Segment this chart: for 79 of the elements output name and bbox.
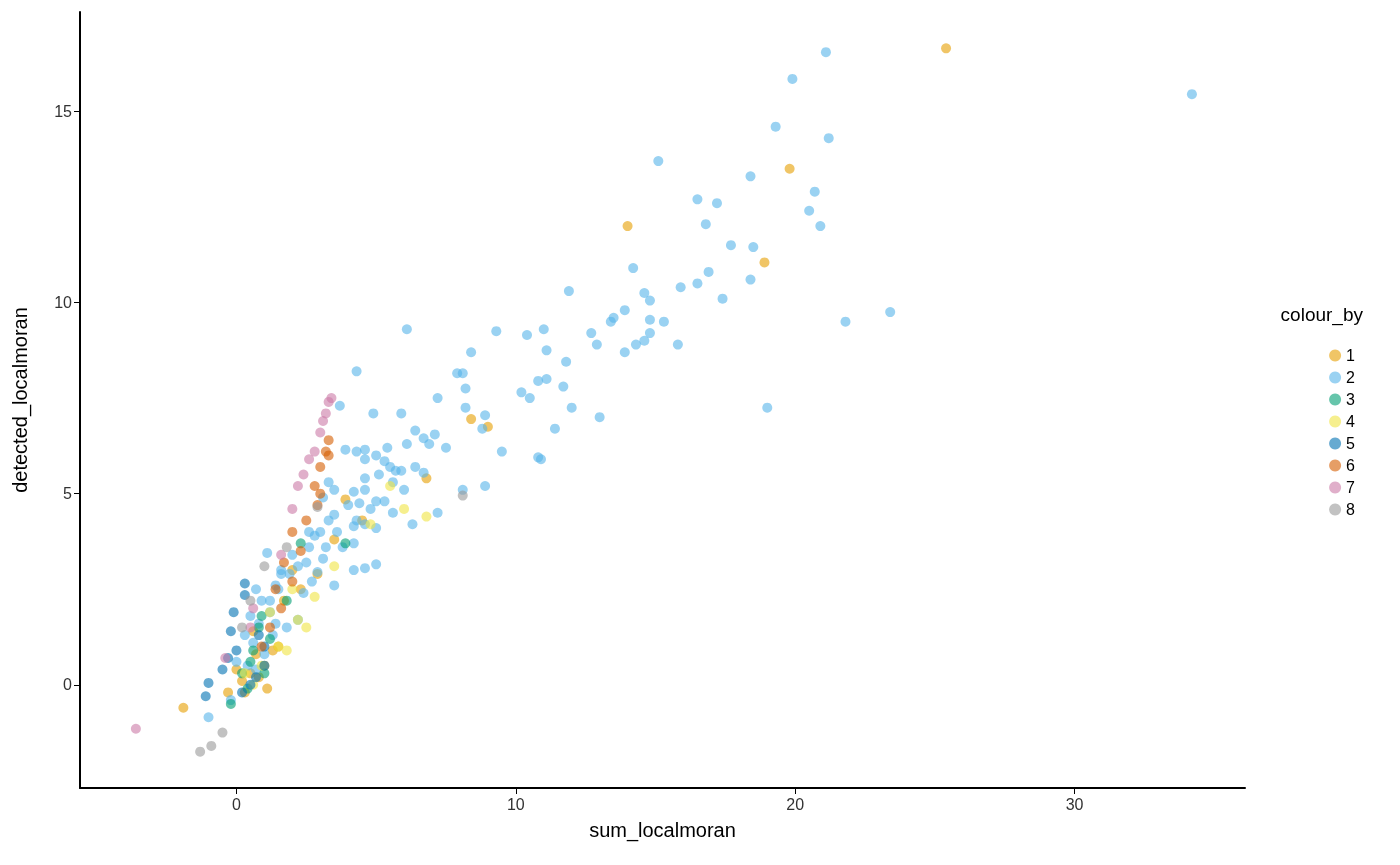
legend-label: 3 (1346, 391, 1356, 408)
legend-label: 1 (1346, 347, 1356, 364)
point (309, 591, 320, 602)
legend-label: 2 (1346, 369, 1356, 386)
point (262, 683, 273, 694)
y-tick-label: 5 (63, 485, 73, 503)
point (228, 607, 239, 618)
x-tick-label: 20 (786, 795, 805, 813)
x-tick-label: 0 (232, 795, 241, 813)
point (223, 687, 234, 698)
point (301, 622, 312, 633)
point (287, 576, 298, 587)
point (329, 534, 340, 545)
point (466, 414, 477, 425)
point (248, 645, 259, 656)
y-axis-title: detected_localmoran (9, 307, 32, 493)
point (421, 511, 432, 522)
point (298, 469, 309, 480)
point (276, 603, 287, 614)
point (217, 727, 228, 738)
legend-label: 7 (1346, 479, 1356, 496)
point (329, 561, 340, 572)
point (276, 549, 287, 560)
point (281, 542, 292, 553)
point (365, 519, 376, 530)
point (315, 461, 326, 472)
point (239, 578, 250, 589)
point (295, 546, 306, 556)
point (304, 454, 315, 465)
point (315, 488, 326, 499)
x-tick-label: 30 (1065, 795, 1084, 813)
point (784, 163, 795, 174)
point (320, 408, 331, 419)
point (237, 622, 248, 633)
legend-label: 8 (1346, 501, 1356, 518)
point (259, 561, 270, 572)
point (287, 503, 298, 514)
point (323, 435, 334, 446)
legend-label: 4 (1346, 413, 1356, 430)
point (206, 740, 217, 751)
legend-label: 5 (1346, 435, 1356, 452)
point (195, 746, 206, 757)
x-axis-title: sum_localmoran (589, 819, 736, 842)
point (178, 702, 189, 713)
y-tick-label: 10 (54, 294, 73, 312)
point (217, 664, 228, 675)
point (239, 589, 250, 600)
point (941, 43, 952, 54)
point (231, 645, 242, 656)
point (340, 538, 351, 549)
point (309, 481, 320, 492)
point (203, 677, 214, 688)
point (309, 446, 320, 457)
point (200, 691, 211, 702)
point (292, 481, 303, 492)
point (248, 603, 259, 614)
point (225, 626, 236, 637)
point (287, 526, 298, 537)
y-tick-label: 15 (54, 102, 73, 120)
point (622, 221, 633, 232)
point (256, 610, 267, 621)
point (399, 503, 410, 514)
legend-label: 6 (1346, 457, 1356, 474)
point (253, 630, 264, 641)
point (315, 427, 326, 438)
point (130, 723, 141, 734)
point (278, 557, 289, 568)
point (245, 656, 256, 667)
point (245, 595, 256, 606)
point (759, 257, 770, 268)
point (301, 515, 312, 526)
point (281, 645, 292, 656)
point (385, 481, 396, 492)
point (264, 622, 275, 633)
point (323, 450, 334, 461)
point (318, 416, 329, 427)
legend-title: colour_by (1280, 304, 1364, 326)
y-tick-label: 0 (63, 676, 73, 694)
x-tick-label: 10 (506, 795, 525, 813)
